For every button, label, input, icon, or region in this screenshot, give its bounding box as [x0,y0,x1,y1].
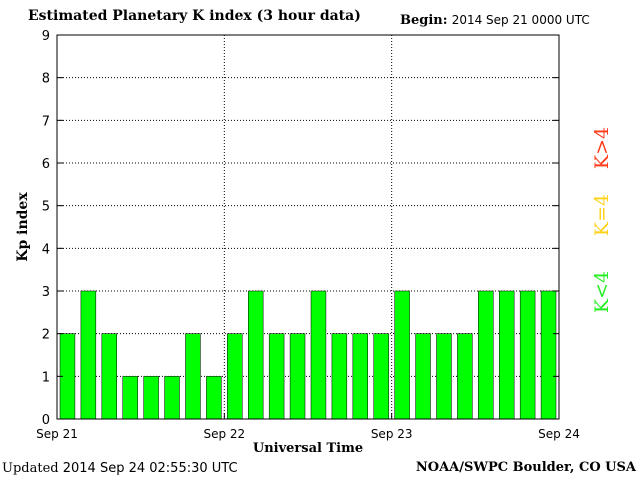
y-tick-label: 8 [42,72,50,87]
updated-time: Updated 2014 Sep 24 02:55:30 UTC [2,461,238,476]
kp-bar [227,333,243,420]
kp-bar [268,333,285,420]
y-tick-label: 1 [42,370,50,385]
credit: NOAA/SWPC Boulder, CO USA [415,460,636,475]
updated-value: 2014 Sep 24 02:55:30 UTC [62,461,238,476]
y-tick-label: 5 [42,200,50,215]
legend-label: K<4 [591,271,613,313]
chart-title: Estimated Planetary K index (3 hour data… [28,8,361,24]
begin-value: 2014 Sep 21 0000 UTC [451,13,590,27]
kp-bar [478,290,494,420]
kp-bar [519,290,536,420]
y-tick-label: 7 [42,114,50,129]
kp-bar [101,333,118,420]
y-tick-label: 3 [42,285,50,300]
legend-label: K>4 [591,127,613,169]
kp-bar [352,333,369,420]
kp-bar [289,333,306,420]
y-tick-label: 6 [42,157,50,172]
plot-frame [56,34,560,420]
x-axis-label: Universal Time [253,441,363,456]
kp-bar [143,376,159,420]
kp-bar [415,333,431,420]
kp-bar [80,290,97,420]
kp-bar [122,376,138,420]
updated-label: Updated [2,461,59,476]
begin-label: Begin: [400,13,448,28]
y-tick-label: 2 [42,328,50,343]
legend-label: K=4 [591,194,613,236]
y-tick-label: 9 [42,29,50,44]
x-tick-label: Sep 21 [36,427,78,441]
kp-bar [436,333,452,420]
kp-bar [499,290,515,420]
y-tick-label: 4 [42,242,50,257]
x-tick-label: Sep 23 [371,427,413,441]
kp-bar [164,376,180,420]
kp-bar [457,333,473,420]
y-axis-label: Kp index [15,192,31,262]
kp-bar [206,376,222,420]
kp-bar [540,290,557,420]
begin-time: Begin: 2014 Sep 21 0000 UTC [400,13,590,28]
kp-bar [248,290,264,420]
kp-bar [394,290,410,420]
kp-bar [331,333,348,420]
y-tick-label: 0 [42,413,50,428]
kp-bar [185,333,201,420]
x-tick-label: Sep 22 [203,427,245,441]
kp-bar [310,290,327,420]
kp-bar [373,333,389,420]
x-tick-label: Sep 24 [538,427,580,441]
